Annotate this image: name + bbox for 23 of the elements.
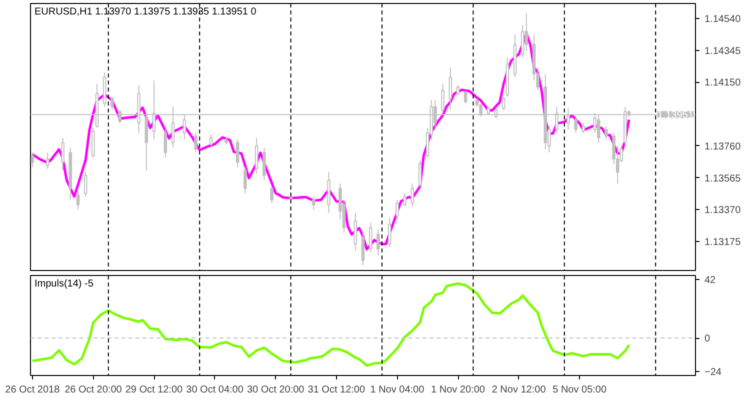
y-tick-label: 1.13175 bbox=[704, 237, 742, 248]
y-tick-label: 1.13370 bbox=[704, 205, 742, 216]
x-tick-label: 1 Nov 20:00 bbox=[431, 384, 486, 396]
x-tick-label: 2 Nov 12:00 bbox=[492, 384, 546, 396]
x-tick-label: 1 Nov 04:00 bbox=[370, 384, 425, 396]
y-tick-label: 1.14540 bbox=[704, 14, 742, 25]
y-tick-label: 1.14150 bbox=[704, 78, 742, 89]
chart-title: Impuls(14) -5 bbox=[34, 278, 94, 290]
x-tick-label: 31 Oct 12:00 bbox=[308, 384, 366, 396]
y-tick-label: 1.13760 bbox=[704, 141, 742, 152]
y-tick-label: −24 bbox=[704, 366, 722, 378]
y-tick-label: 1.14345 bbox=[704, 46, 742, 57]
x-tick-label: 30 Oct 04:00 bbox=[186, 384, 244, 396]
y-tick-label: 0 bbox=[704, 334, 710, 344]
y-tick-label: 1.13565 bbox=[704, 173, 742, 184]
x-tick-label: 26 Oct 20:00 bbox=[64, 384, 122, 396]
x-tick-label: 30 Oct 20:00 bbox=[246, 384, 305, 396]
x-tick-label: 26 Oct 2018 bbox=[5, 384, 60, 396]
y-tick-label: 42 bbox=[704, 275, 716, 286]
chart-title: EURUSD,H1 1.13970 1.13975 1.13935 1.13951 0 bbox=[34, 6, 257, 18]
x-tick-label: 29 Oct 12:00 bbox=[125, 384, 184, 396]
ref-line-label: 1.13951 bbox=[657, 110, 694, 122]
x-tick-label: 5 Nov 05:00 bbox=[552, 384, 607, 396]
